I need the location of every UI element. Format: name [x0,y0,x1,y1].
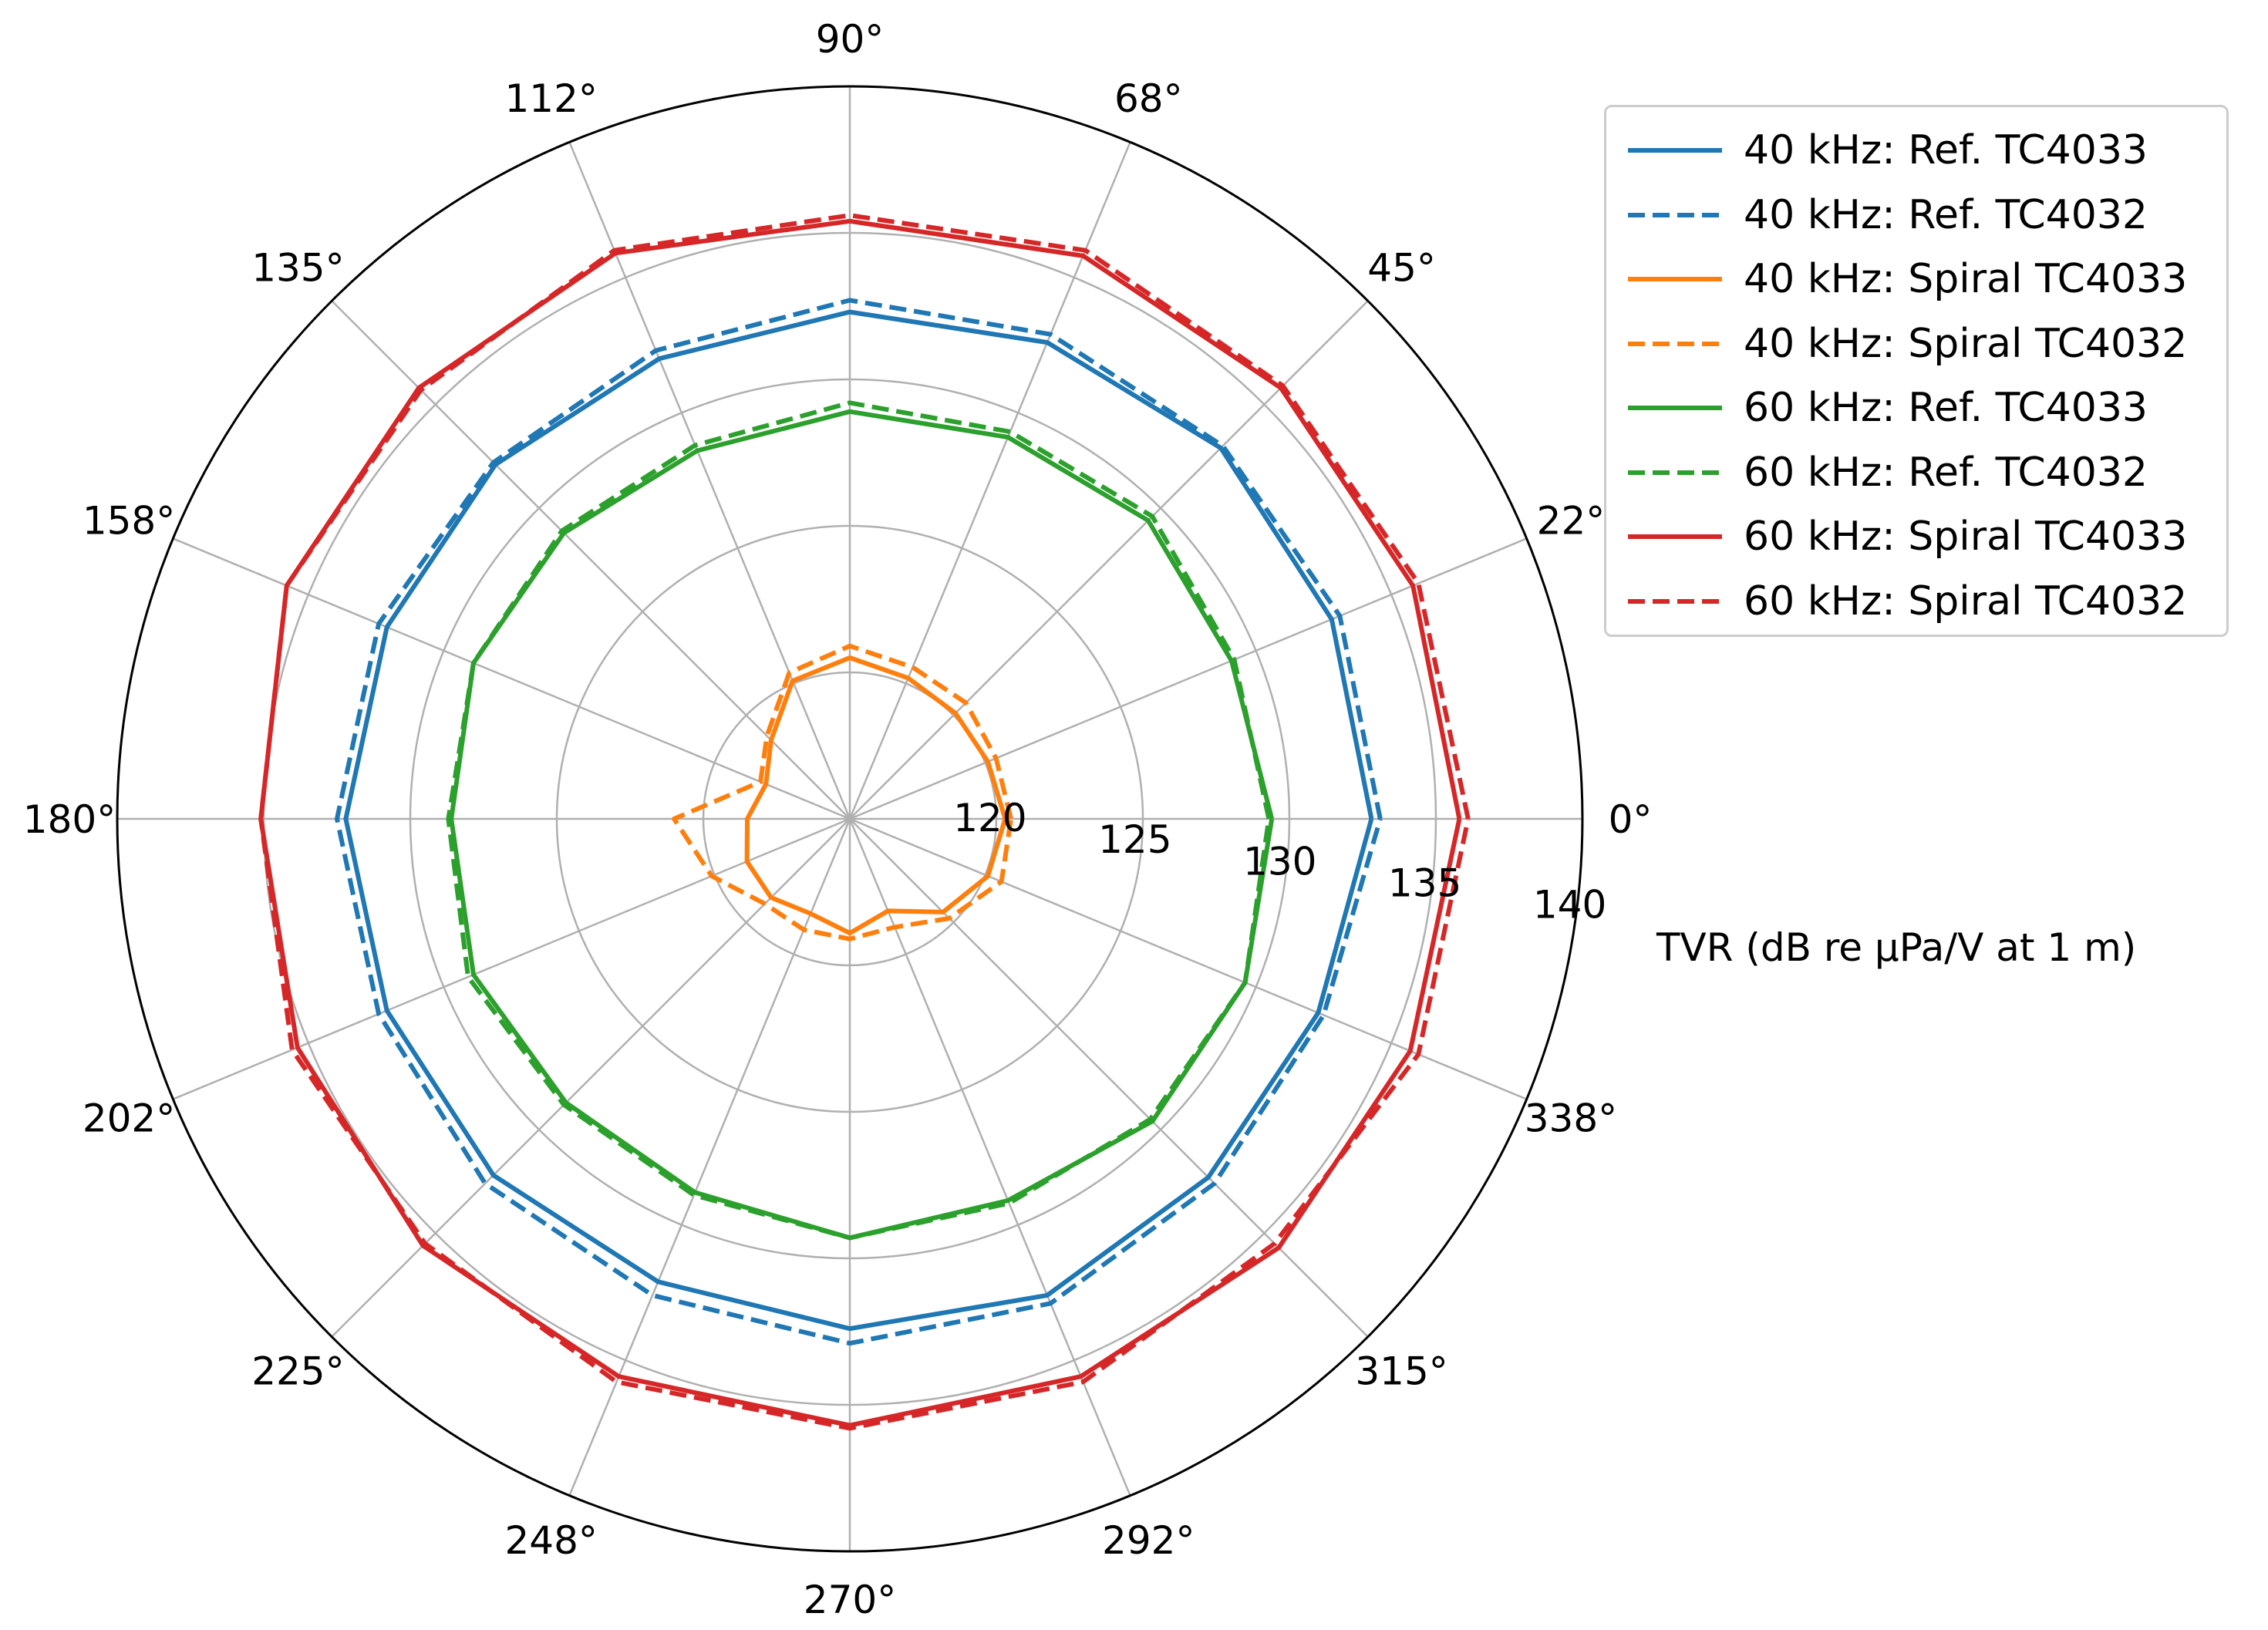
legend-item: 60 kHz: Ref. TC4033 [1606,376,2226,440]
angle-tick-label: 0° [1609,797,1653,842]
series-line-2 [744,655,1008,936]
legend-label: 40 kHz: Ref. TC4032 [1744,191,2148,238]
legend-swatch [1628,341,1722,346]
legend-swatch [1628,148,1722,153]
angle-tick-label: 338° [1525,1096,1617,1140]
angle-tick-label: 158° [83,499,175,544]
radial-tick-label: 140 [1533,882,1606,927]
legend-item: 40 kHz: Ref. TC4032 [1606,183,2226,248]
angle-gridline-9 [172,817,851,1100]
polar-frame [116,85,1584,1553]
legend-label: 60 kHz: Ref. TC4032 [1744,449,2148,496]
radial-tick-label: 125 [1098,817,1171,862]
angle-tick-label: 90° [816,17,885,62]
radial-axis-title: TVR (dB re µPa/V at 1 m) [1656,925,2136,970]
angle-tick-label: 202° [83,1096,175,1140]
angle-tick-label: 270° [804,1578,896,1622]
radial-tick-label: 130 [1243,839,1316,884]
angle-gridline-5 [568,141,851,820]
angle-tick-label: 135° [251,245,344,290]
angle-tick-label: 225° [251,1349,344,1394]
series-line-3 [672,643,1013,941]
angle-tick-label: 112° [505,76,598,121]
legend-item: 40 kHz: Spiral TC4032 [1606,312,2226,376]
legend-swatch [1628,598,1722,604]
legend-label: 40 kHz: Spiral TC4032 [1744,320,2188,367]
angle-gridline-14 [849,818,1369,1338]
angle-tick-label: 68° [1114,76,1183,121]
angle-tick-labels: 0° 22° 45° 68° 90° 112° 135° 158° 180° 202° 225° 24… [23,17,1653,1622]
legend-item: 40 kHz: Spiral TC4033 [1606,247,2226,312]
angle-tick-label: 22° [1537,499,1606,544]
legend-swatch [1628,406,1722,410]
radial-tick-label: 120 [953,796,1026,840]
legend-item: 40 kHz: Ref. TC4033 [1606,118,2226,183]
radial-tick-labels: 120 125 130 135 140 [953,796,1606,927]
legend-item: 60 kHz: Ref. TC4032 [1606,440,2226,505]
legend-label: 60 kHz: Spiral TC4033 [1744,514,2188,560]
legend-swatch [1628,277,1722,281]
series-line-5 [446,400,1272,1241]
legend-item: 60 kHz: Spiral TC4033 [1606,504,2226,569]
angle-tick-label: 315° [1355,1349,1447,1394]
angle-tick-label: 248° [505,1518,598,1563]
legend-label: 40 kHz: Spiral TC4033 [1744,256,2188,302]
series-line-1 [335,298,1383,1346]
legend-swatch [1628,534,1722,539]
legend-label: 60 kHz: Spiral TC4032 [1744,578,2188,625]
series-line-7 [258,213,1471,1431]
legend-label: 40 kHz: Ref. TC4033 [1744,127,2148,173]
angle-tick-label: 292° [1102,1518,1195,1563]
angle-tick-label: 180° [23,797,116,842]
angle-gridline-15 [849,817,1528,1100]
data-series-layer [258,213,1471,1431]
angle-tick-label: 45° [1367,245,1436,290]
legend-swatch [1628,212,1722,217]
radial-tick-label: 135 [1388,860,1461,905]
legend-item: 60 kHz: Spiral TC4032 [1606,569,2226,634]
legend-label: 60 kHz: Ref. TC4033 [1744,385,2148,431]
series-line-0 [343,309,1374,1332]
legend: 40 kHz: Ref. TC4033 40 kHz: Ref. TC4032 40… [1604,105,2229,637]
legend-swatch [1628,470,1722,475]
